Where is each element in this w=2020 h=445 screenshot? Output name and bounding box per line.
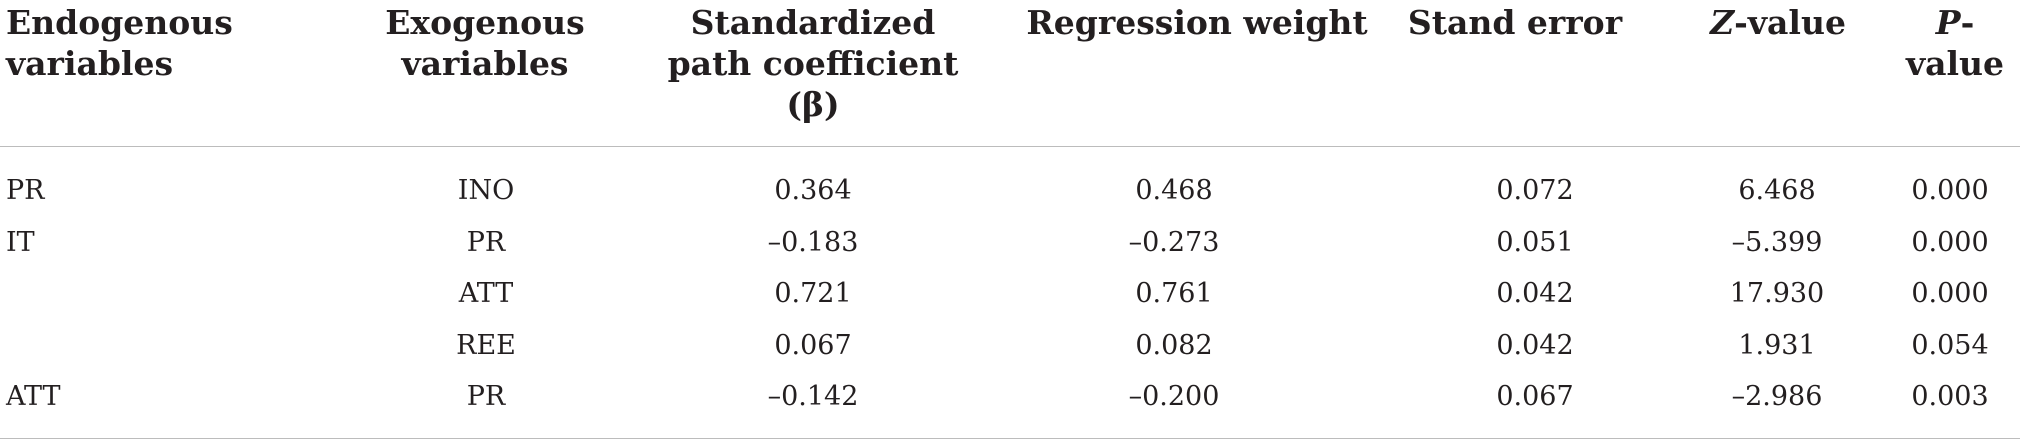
table-row: REE 0.067 0.082 0.042 1.931 0.054 xyxy=(0,320,2020,372)
cell-z: 17.930 xyxy=(1729,278,1825,309)
cell-endogenous: PR xyxy=(6,175,45,206)
cell-exogenous: PR xyxy=(466,381,506,412)
cell-beta: 0.721 xyxy=(774,278,852,309)
header-stand-error-text: Stand error xyxy=(1407,3,1623,42)
cell-weight: 0.761 xyxy=(1135,278,1213,309)
cell-beta: 0.067 xyxy=(774,330,852,361)
header-endogenous: Endogenous variables xyxy=(6,2,246,84)
cell-beta: –0.183 xyxy=(767,227,859,258)
cell-endogenous: ATT xyxy=(6,381,61,412)
header-beta-line-3: (β) xyxy=(786,85,840,124)
header-z-suffix: -value xyxy=(1734,3,1846,42)
table-row: ATT 0.721 0.761 0.042 17.930 0.000 xyxy=(0,268,2020,320)
header-z-prefix: Z xyxy=(1710,3,1735,42)
header-exogenous-line-1: Exogenous xyxy=(385,3,585,42)
header-p-prefix: P xyxy=(1935,3,1961,42)
cell-p: 0.003 xyxy=(1911,381,1989,412)
table-row: IT PR –0.183 –0.273 0.051 –5.399 0.000 xyxy=(0,217,2020,269)
cell-weight: –0.273 xyxy=(1128,227,1220,258)
cell-weight: 0.468 xyxy=(1135,175,1213,206)
header-p-value: P-value xyxy=(1890,2,2020,84)
cell-exogenous: PR xyxy=(466,227,506,258)
table-header-row: Endogenous variables Exogenous variables… xyxy=(0,0,2020,146)
header-beta-line-2: path coefficient xyxy=(667,44,959,83)
cell-beta: –0.142 xyxy=(767,381,859,412)
cell-se: 0.051 xyxy=(1496,227,1574,258)
cell-weight: –0.200 xyxy=(1128,381,1220,412)
header-beta-line-1: Standardized xyxy=(690,3,936,42)
cell-beta: 0.364 xyxy=(774,175,852,206)
cell-weight: 0.082 xyxy=(1135,330,1213,361)
table-row: ATT PR –0.142 –0.200 0.067 –2.986 0.003 xyxy=(0,371,2020,423)
cell-z: 6.468 xyxy=(1738,175,1816,206)
cell-p: 0.054 xyxy=(1911,330,1989,361)
cell-p: 0.000 xyxy=(1911,278,1989,309)
header-regression-weight: Regression weight xyxy=(1017,2,1377,43)
header-beta: Standardized path coefficient (β) xyxy=(663,2,963,125)
cell-endogenous: IT xyxy=(6,227,35,258)
cell-p: 0.000 xyxy=(1911,175,1989,206)
cell-exogenous: ATT xyxy=(458,278,514,309)
table-row: PR INO 0.364 0.468 0.072 6.468 0.000 xyxy=(0,165,2020,217)
header-p-suffix: -value xyxy=(1905,3,2005,83)
header-stand-error: Stand error xyxy=(1395,2,1635,43)
cell-exogenous: REE xyxy=(456,330,516,361)
cell-p: 0.000 xyxy=(1911,227,1989,258)
cell-se: 0.067 xyxy=(1496,381,1574,412)
cell-z: 1.931 xyxy=(1738,330,1816,361)
header-regression-weight-text: Regression weight xyxy=(1026,3,1368,42)
cell-se: 0.072 xyxy=(1496,175,1574,206)
cell-se: 0.042 xyxy=(1496,330,1574,361)
cell-se: 0.042 xyxy=(1496,278,1574,309)
header-endogenous-line-2: variables xyxy=(6,44,174,83)
cell-z: –5.399 xyxy=(1731,227,1823,258)
header-rule xyxy=(0,146,2020,147)
cell-z: –2.986 xyxy=(1731,381,1823,412)
header-endogenous-line-1: Endogenous xyxy=(6,3,233,42)
header-exogenous-line-2: variables xyxy=(401,44,569,83)
header-z-value: Z-value xyxy=(1668,2,1888,43)
header-exogenous: Exogenous variables xyxy=(345,2,625,84)
cell-exogenous: INO xyxy=(457,175,515,206)
bottom-rule xyxy=(0,438,2020,439)
